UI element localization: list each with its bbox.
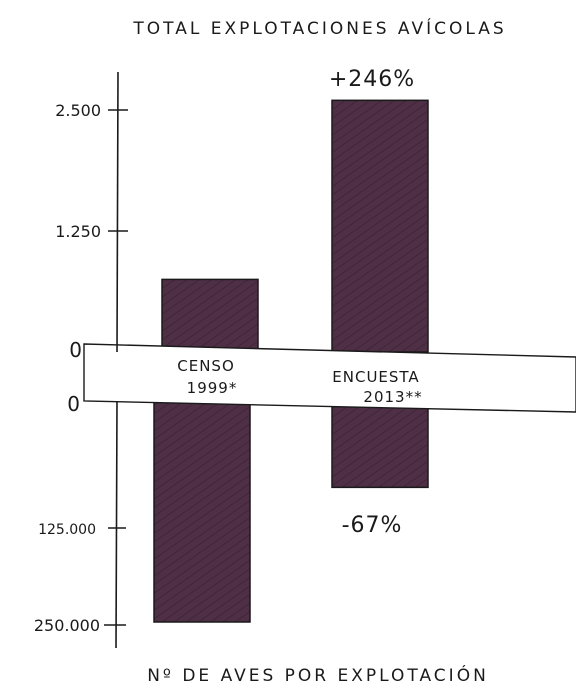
top-bars: [161, 99, 429, 353]
top-chart-title: TOTAL EXPLOTACIONES AVÍCOLAS: [132, 17, 506, 39]
category-label-encuesta: ENCUESTA: [332, 368, 419, 386]
annotation-minus-67: -67%: [342, 513, 403, 538]
bar-censo-1999-explotaciones-hatch: [162, 279, 258, 352]
bottom-bars: [153, 401, 429, 623]
bar-encuesta-2013-explotaciones-hatch: [332, 100, 428, 352]
bottom-chart-title: Nº DE AVES POR EXPLOTACIÓN: [147, 664, 489, 686]
top-y-axis: [116, 71, 119, 353]
tick-label-250000: 250.000: [34, 616, 100, 635]
separator-band: [83, 343, 576, 413]
bar-encuesta-2013-aves-hatch: [332, 402, 428, 488]
tick-label-125000: 125.000: [38, 522, 96, 538]
bar-censo-1999-aves-hatch: [154, 402, 250, 622]
tick-label-1250: 1.250: [55, 222, 101, 241]
category-label-2013: 2013**: [363, 388, 422, 406]
tick-label-zero-top: 0: [69, 338, 82, 362]
tick-label-2500: 2.500: [55, 101, 101, 120]
bottom-y-axis: [115, 401, 118, 649]
category-label-censo: CENSO: [177, 357, 235, 375]
category-label-1999: 1999*: [187, 379, 238, 397]
tick-label-zero-bottom: 0: [67, 392, 80, 416]
annotation-plus-246: +246%: [329, 67, 415, 92]
